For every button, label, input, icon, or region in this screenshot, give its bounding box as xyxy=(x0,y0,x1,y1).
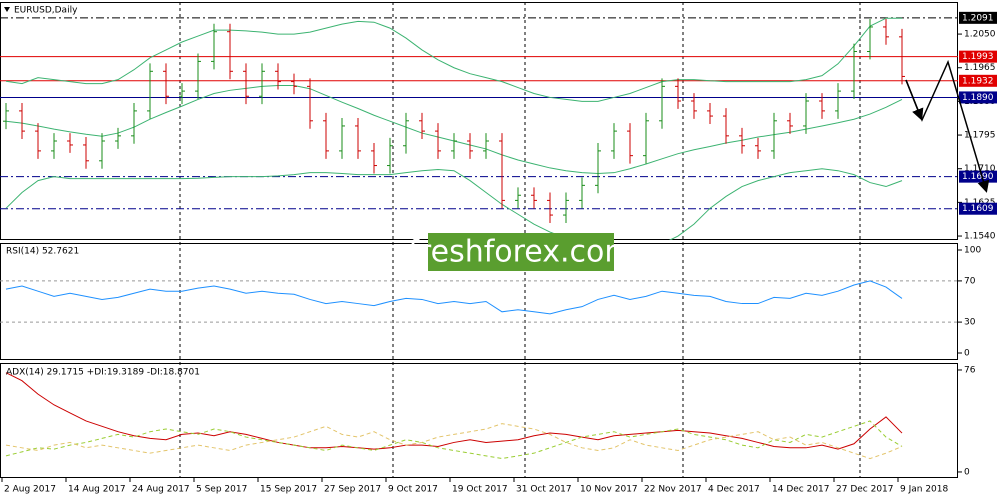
x-tick-label: 9 Jan 2018 xyxy=(900,485,948,495)
plot-area xyxy=(0,280,958,323)
x-tick-label: 27 Dec 2017 xyxy=(836,485,894,495)
title-icon xyxy=(4,7,10,12)
x-tick-label: 22 Nov 2017 xyxy=(644,485,702,495)
x-tick-label: 24 Aug 2017 xyxy=(132,485,190,495)
indicator-line xyxy=(5,280,903,315)
level-label: 1.1890 xyxy=(962,93,994,103)
band-line xyxy=(5,17,902,102)
y-tick-label: 1.1795 xyxy=(964,131,996,141)
x-tick-label: 14 Aug 2017 xyxy=(68,485,126,495)
level-label: 1.1932 xyxy=(962,76,994,86)
plot-layer: 1.20501.19651.18801.17951.17101.16251.15… xyxy=(0,11,997,495)
level-label: 1.1993 xyxy=(962,52,994,62)
x-tick-label: 4 Dec 2017 xyxy=(708,485,760,495)
level-box xyxy=(959,202,997,215)
indicator-line xyxy=(5,420,903,460)
adx-panel xyxy=(0,363,958,478)
plot-area xyxy=(5,372,903,460)
indicator-line xyxy=(5,423,903,460)
x-tick-label: 2 Aug 2017 xyxy=(4,485,56,495)
x-tick-label: 9 Oct 2017 xyxy=(388,485,438,495)
price-panel xyxy=(0,2,958,240)
x-tick-label: 31 Oct 2017 xyxy=(516,485,572,495)
level-box xyxy=(959,91,997,104)
level-label: 1.1690 xyxy=(962,172,994,182)
period-separators xyxy=(179,2,861,478)
chart-title: EURUSD,Daily xyxy=(14,6,78,16)
y-tick-label: 100 xyxy=(964,246,981,256)
adx-title: ADX(14) 29.1715 +DI:19.3189 -DI:18.8701 xyxy=(6,368,200,378)
band-line xyxy=(5,168,903,240)
y-tick-label: 0 xyxy=(964,348,970,358)
y-tick-label: 0 xyxy=(964,467,970,477)
x-tick-label: 27 Sep 2017 xyxy=(324,485,381,495)
band-line xyxy=(5,85,903,174)
watermark-box xyxy=(428,233,614,271)
level-box xyxy=(959,50,997,63)
plot-area xyxy=(0,17,958,240)
level-label: 1.1609 xyxy=(962,204,994,214)
y-tick-label: 70 xyxy=(964,276,976,286)
indicator-line xyxy=(5,372,903,450)
y-tick-label: 30 xyxy=(964,318,976,328)
level-label: 1.2091 xyxy=(962,13,994,23)
level-box xyxy=(959,74,997,87)
level-box xyxy=(959,11,997,24)
y-tick-label: 1.1540 xyxy=(964,232,996,242)
x-tick-label: 15 Sep 2017 xyxy=(260,485,317,495)
rsi-title: RSI(14) 52.7621 xyxy=(6,247,79,257)
x-tick-label: 10 Nov 2017 xyxy=(580,485,638,495)
x-tick-label: 19 Oct 2017 xyxy=(452,485,508,495)
level-box xyxy=(959,170,997,183)
y-tick-label: 76 xyxy=(964,365,976,375)
x-tick-label: 5 Sep 2017 xyxy=(196,485,247,495)
y-tick-label: 1.2050 xyxy=(964,30,996,40)
forecast-arrow-dip xyxy=(905,79,924,121)
y-tick-label: 1.1965 xyxy=(964,63,996,73)
x-tick-label: 14 Dec 2017 xyxy=(772,485,830,495)
watermark: freshforex.com xyxy=(408,235,633,270)
